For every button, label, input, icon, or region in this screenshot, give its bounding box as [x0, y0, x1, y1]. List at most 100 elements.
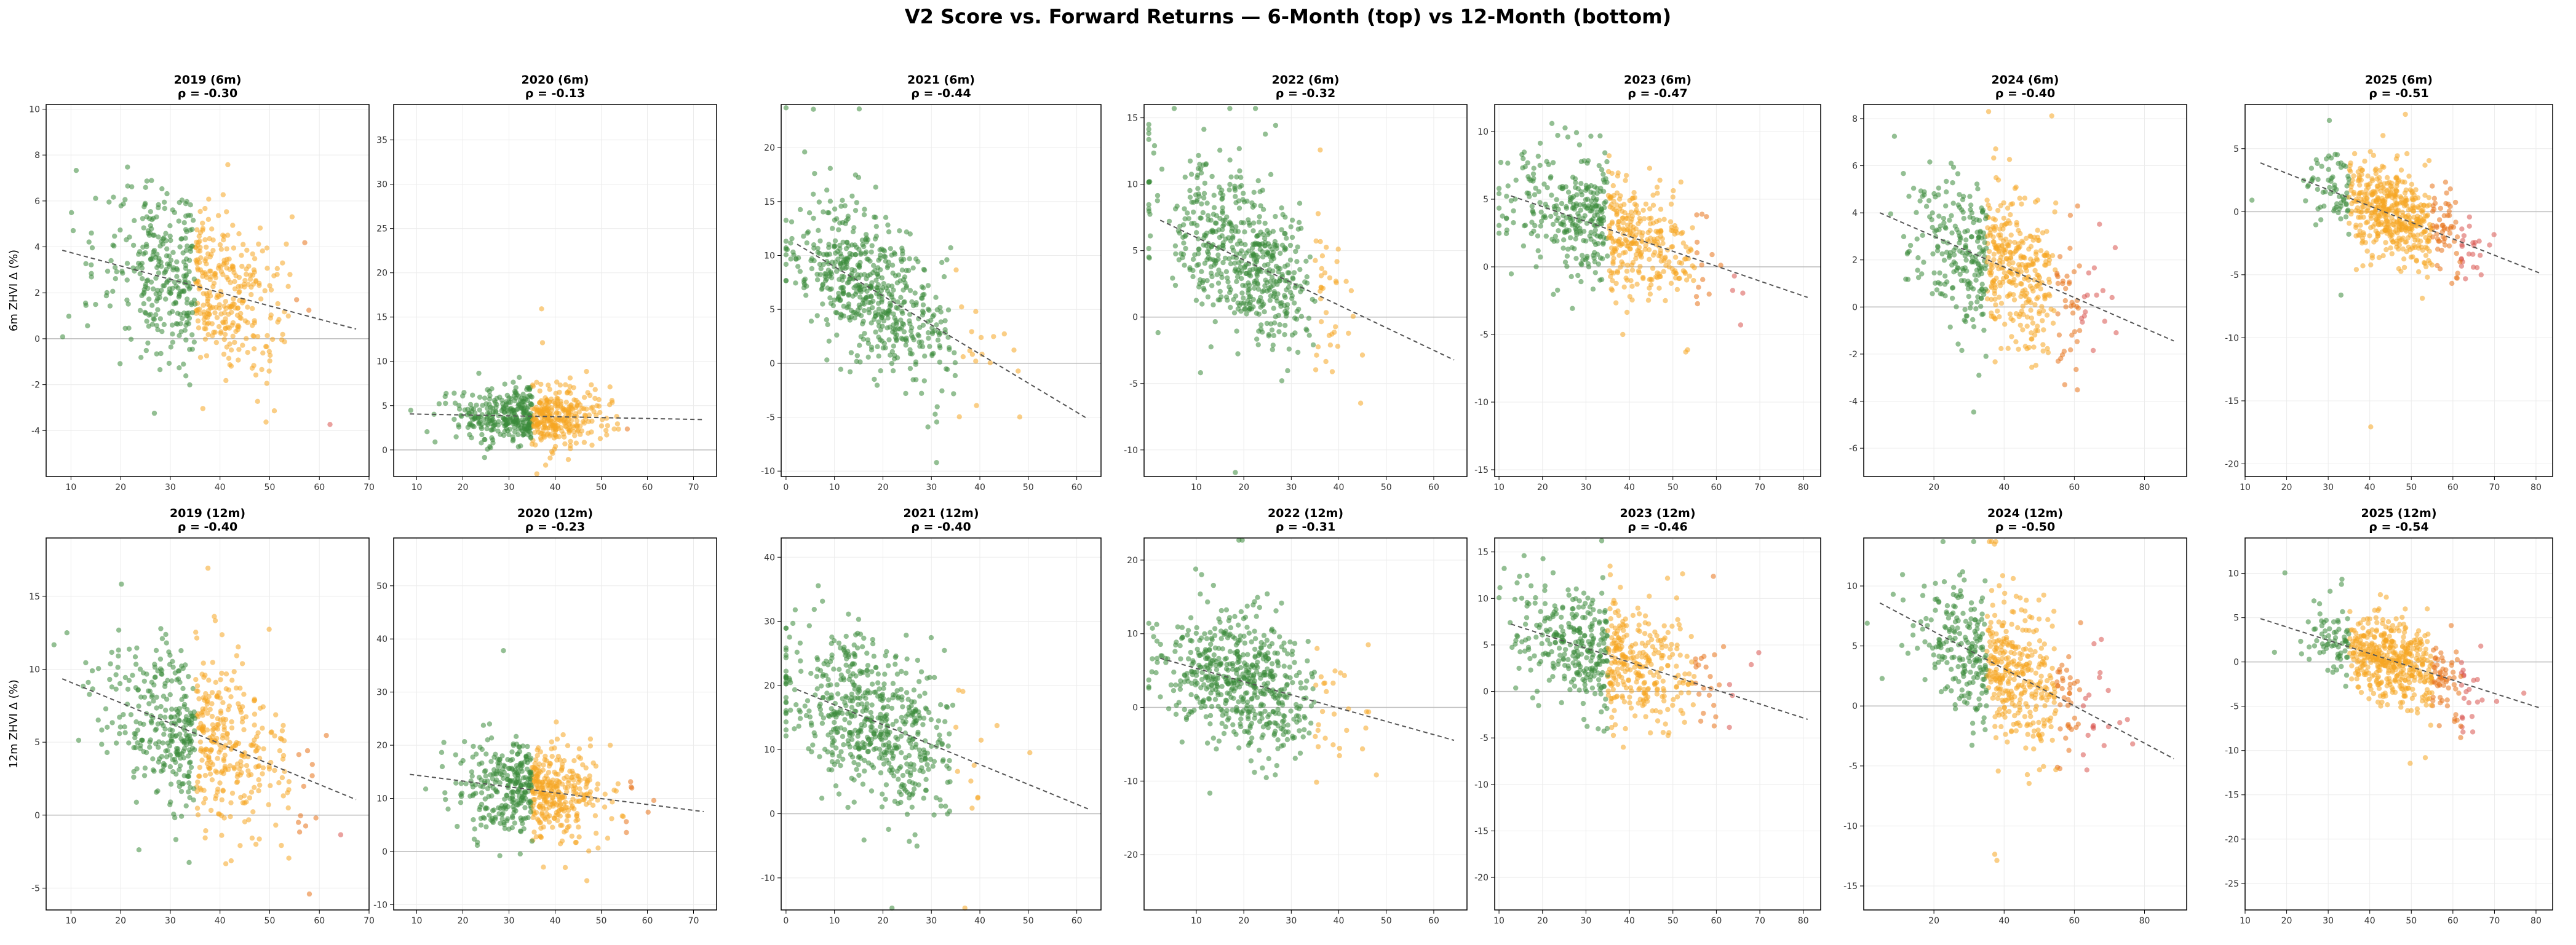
data-point [2338, 160, 2344, 166]
data-point [2045, 346, 2050, 352]
data-point [280, 331, 285, 338]
data-point [2032, 332, 2038, 338]
data-point [1677, 259, 1682, 266]
data-point [1901, 171, 1906, 176]
y-tick-label: 10 [376, 357, 388, 367]
data-point [1666, 259, 1672, 265]
data-point [2008, 232, 2014, 238]
data-point [820, 282, 826, 287]
data-point [2427, 260, 2433, 266]
data-point [529, 441, 535, 447]
data-point [1217, 288, 1223, 295]
data-point [789, 219, 795, 224]
data-point [2415, 204, 2421, 210]
y-tick-label: -10 [2225, 333, 2239, 343]
data-point [1921, 259, 1926, 265]
data-point [205, 308, 212, 314]
data-point [1233, 194, 1238, 199]
x-tick-label: 50 [1381, 483, 1392, 492]
data-point [2414, 258, 2419, 263]
x-tick-label: 10 [1191, 483, 1202, 492]
data-point [1556, 228, 1561, 234]
data-point [974, 403, 979, 408]
data-point [1966, 294, 1971, 299]
data-point [211, 731, 217, 737]
data-point [188, 202, 193, 208]
data-point [1608, 286, 1614, 292]
data-point [221, 258, 227, 263]
data-point [186, 789, 191, 795]
data-point [146, 312, 152, 318]
data-point [2012, 240, 2017, 245]
data-point [210, 333, 215, 339]
data-point [158, 350, 164, 357]
data-point [1998, 346, 2004, 352]
data-point [1146, 255, 1151, 260]
data-point [614, 421, 621, 427]
data-point [185, 296, 190, 302]
data-point [604, 432, 610, 438]
data-point [2078, 315, 2085, 321]
data-point [2407, 215, 2413, 221]
data-point [1977, 244, 1982, 250]
data-point [843, 259, 849, 265]
data-point [1237, 251, 1243, 256]
y-tick-label: 8 [34, 151, 40, 160]
data-point [173, 837, 179, 842]
data-point [1670, 194, 1676, 200]
x-tick-label: 80 [1798, 483, 1809, 492]
data-point [183, 213, 189, 219]
data-point [1944, 189, 1949, 195]
data-point [1173, 251, 1179, 257]
data-point [1513, 177, 1519, 183]
data-point [826, 242, 832, 247]
data-point [1959, 347, 1965, 354]
x-tick-label: 70 [364, 483, 375, 492]
data-point [207, 235, 212, 242]
data-point [2398, 196, 2404, 201]
data-point [854, 358, 859, 364]
data-point [215, 756, 220, 761]
data-point [131, 774, 137, 780]
data-point [190, 218, 196, 223]
data-point [2401, 264, 2407, 271]
data-point [1656, 218, 1662, 223]
data-point [1199, 301, 1205, 307]
data-point [2459, 263, 2465, 269]
data-point [203, 828, 209, 834]
y-tick-label: 10 [1127, 180, 1138, 190]
data-point [2019, 261, 2025, 267]
data-point [252, 711, 258, 717]
data-point [788, 240, 793, 246]
data-point [1934, 287, 1940, 293]
data-point [2005, 346, 2011, 351]
data-point [1951, 252, 1957, 258]
data-point [856, 264, 862, 270]
y-tick-label: 6 [1852, 162, 1858, 172]
data-point [1588, 189, 1594, 195]
data-point [2009, 334, 2014, 339]
data-point [237, 843, 243, 848]
data-point [1944, 279, 1950, 285]
data-point [267, 358, 272, 364]
data-point [1241, 191, 1246, 196]
data-point [2002, 270, 2007, 275]
data-point [574, 402, 580, 408]
data-point [1172, 282, 1179, 288]
data-point [1266, 287, 1273, 293]
data-point [1238, 175, 1244, 180]
y-tick-label: -4 [31, 426, 40, 436]
data-point [557, 382, 563, 388]
data-point [107, 303, 113, 309]
data-point [1233, 224, 1239, 230]
data-point [1637, 264, 1643, 269]
data-point [624, 426, 630, 432]
data-point [868, 285, 873, 291]
data-point [1564, 253, 1570, 259]
data-point [1931, 191, 1937, 197]
data-point [2394, 175, 2399, 181]
data-point [907, 288, 913, 293]
y-tick-label: -10 [1474, 398, 1489, 408]
data-point [552, 443, 559, 449]
data-point [119, 581, 124, 587]
